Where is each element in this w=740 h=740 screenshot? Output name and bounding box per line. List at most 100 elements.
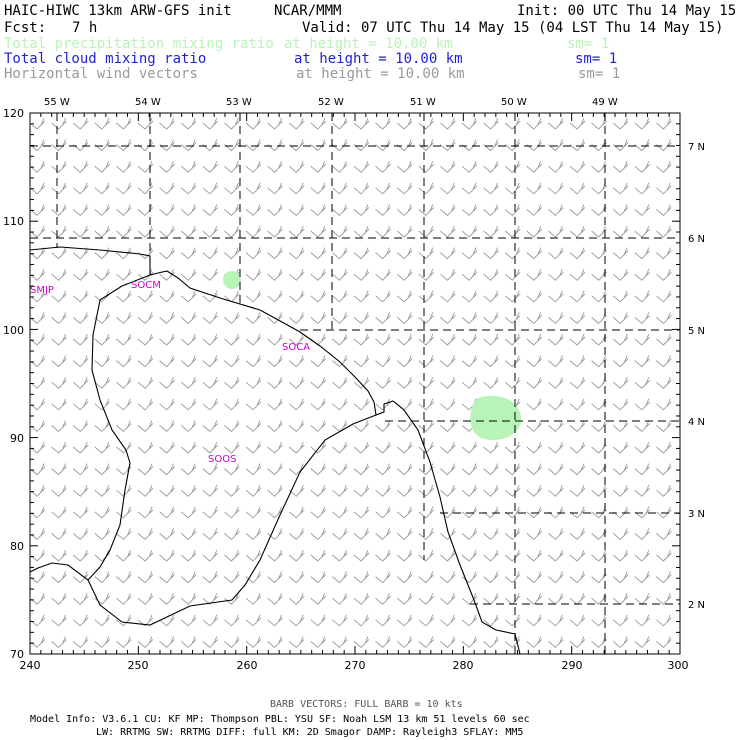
wind-barb [591, 355, 607, 368]
wind-barb [375, 420, 391, 433]
wind-barb [288, 420, 305, 433]
wind-barb [526, 182, 543, 195]
wind-barb [159, 528, 175, 541]
wind-barb [440, 139, 456, 152]
wind-barb [116, 139, 132, 152]
wind-barb [461, 549, 478, 562]
station-soca: SOCA [282, 342, 310, 353]
wind-barb [375, 247, 391, 260]
wind-barb [245, 204, 262, 217]
wind-barb [461, 225, 478, 238]
wind-barb [180, 117, 197, 130]
wind-barb [137, 463, 154, 476]
wind-barb [180, 528, 197, 541]
wind-barb [548, 269, 564, 281]
barb-vector-note: BARB VECTORS: FULL BARB = 10 kts [270, 699, 463, 710]
wind-barb [569, 355, 586, 368]
wind-barb [116, 377, 132, 389]
wind-barb [418, 117, 435, 130]
wind-barb [418, 139, 435, 152]
wind-barb [245, 506, 262, 519]
wind-barb [159, 463, 175, 476]
wind-barb [180, 506, 197, 519]
wind-barb [288, 441, 305, 454]
field-2-sm: sm= 1 [575, 51, 617, 67]
wind-barb [72, 614, 89, 627]
wind-barb [526, 312, 543, 325]
field-3-name: Horizontal wind vectors [4, 66, 198, 82]
wind-barb [591, 161, 607, 173]
wind-barb [51, 528, 67, 541]
wind-barb [245, 161, 262, 173]
wind-barb [418, 377, 435, 389]
wind-barb [634, 485, 651, 497]
wind-barb [29, 312, 46, 325]
lon-label-51w: 51 W [410, 97, 436, 108]
wind-barb [504, 247, 521, 260]
wind-barb [418, 269, 435, 281]
wind-barb [288, 139, 305, 152]
wind-barb [310, 528, 327, 541]
wind-barb [440, 593, 456, 605]
wind-barb [29, 117, 46, 130]
wind-barb [418, 312, 435, 325]
wind-barb [202, 225, 219, 238]
wind-barb [202, 593, 219, 605]
wind-barb [548, 463, 564, 476]
wind-barb [504, 333, 521, 346]
wind-barb [548, 549, 564, 562]
wind-barb [310, 117, 327, 130]
wind-barb [224, 225, 240, 238]
wind-barb [548, 528, 564, 541]
station-socm: SOCM [131, 280, 161, 291]
wind-barb [569, 312, 586, 325]
wind-barb [245, 225, 262, 238]
wind-barb [29, 139, 46, 152]
wind-barb [116, 636, 132, 649]
wind-barb [548, 204, 564, 217]
wind-barb [310, 204, 327, 217]
wind-barb [483, 333, 499, 346]
wind-barb [94, 182, 111, 195]
wind-barb [94, 636, 111, 649]
wind-barb [180, 247, 197, 260]
wind-barb [159, 247, 175, 260]
x-axis-labels: 240 250 260 270 280 290 300 [20, 659, 689, 672]
wind-barb [483, 225, 499, 238]
wind-barb [267, 463, 283, 476]
wind-barb [51, 225, 67, 238]
wind-barb [440, 247, 456, 260]
wind-barb [267, 485, 283, 497]
wind-barb [612, 636, 629, 649]
wind-barb [51, 485, 67, 497]
wind-barb [72, 312, 89, 325]
wind-barb [202, 549, 219, 562]
wind-barb [288, 506, 305, 519]
wind-barb [353, 225, 370, 238]
lon-label-50w: 50 W [501, 97, 527, 108]
wind-barb [548, 441, 564, 454]
field-3-sm: sm= 1 [578, 66, 620, 82]
wind-barb [267, 333, 283, 346]
wind-barb [224, 506, 240, 519]
wind-barb [180, 614, 197, 627]
wind-barb [548, 225, 564, 238]
wind-barb [332, 225, 348, 238]
wind-barb [72, 636, 89, 649]
wind-barb [310, 161, 327, 173]
wind-barb [116, 398, 132, 411]
wind-barb [418, 247, 435, 260]
lat-label-4n: 4 N [688, 417, 705, 428]
wind-barb [548, 614, 564, 627]
wind-barb [569, 571, 586, 584]
wind-barb [29, 182, 46, 195]
wind-barb [656, 161, 672, 173]
wind-barb [353, 117, 370, 130]
wind-barb [288, 161, 305, 173]
wind-barb [29, 420, 46, 433]
wind-barb [288, 290, 305, 303]
wind-barb [202, 204, 219, 217]
wind-barb [245, 269, 262, 281]
wind-barb [634, 182, 651, 195]
wind-barb [396, 161, 413, 173]
